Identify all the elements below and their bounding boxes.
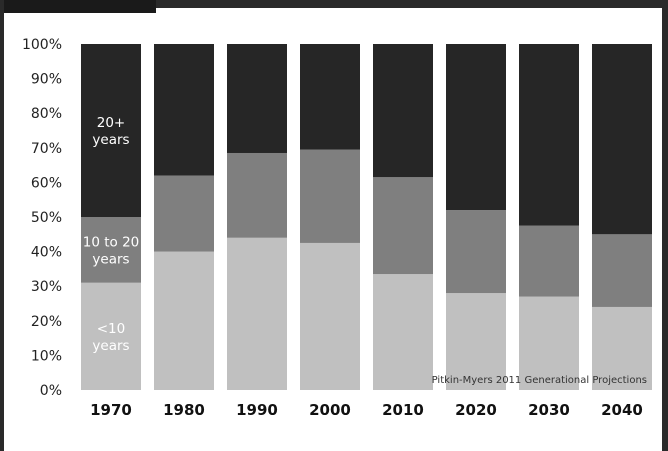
y-tick-label: 0% bbox=[40, 383, 62, 399]
x-tick-label: 1980 bbox=[163, 401, 205, 419]
bar-2030 bbox=[519, 44, 579, 390]
x-axis-labels: 1970 1980 1990 2000 2010 2020 2030 2040 bbox=[90, 401, 643, 419]
segment-label: <10 bbox=[97, 321, 126, 337]
x-tick-label: 1990 bbox=[236, 401, 278, 419]
bar-1970 bbox=[81, 44, 141, 390]
bar-segment-series-0 bbox=[446, 293, 506, 390]
segment-label: years bbox=[92, 132, 129, 148]
y-tick-label: 10% bbox=[31, 348, 62, 364]
segment-label: 20+ bbox=[97, 115, 126, 131]
bar-segment-series-2 bbox=[227, 44, 287, 153]
y-tick-label: 20% bbox=[31, 314, 62, 330]
y-tick-label: 90% bbox=[31, 72, 62, 88]
bar-segment-series-0 bbox=[592, 306, 652, 390]
x-tick-label: 2040 bbox=[601, 401, 643, 419]
bar-segment-series-2 bbox=[373, 44, 433, 178]
bar-segment-series-1 bbox=[592, 234, 652, 307]
bar-2000 bbox=[300, 44, 360, 390]
bar-segment-series-2 bbox=[592, 44, 652, 235]
bar-segment-series-0 bbox=[154, 251, 214, 390]
y-tick-label: 50% bbox=[31, 210, 62, 226]
bar-segment-series-0 bbox=[227, 237, 287, 390]
segment-label: years bbox=[92, 251, 129, 267]
x-tick-label: 1970 bbox=[90, 401, 132, 419]
bar-segment-series-0 bbox=[373, 274, 433, 390]
bar-2020 bbox=[446, 44, 506, 390]
frame-tab bbox=[0, 0, 156, 13]
y-tick-label: 30% bbox=[31, 279, 62, 295]
bar-segment-series-1 bbox=[519, 225, 579, 297]
x-tick-label: 2010 bbox=[382, 401, 424, 419]
bar-segment-series-2 bbox=[446, 44, 506, 211]
x-tick-label: 2030 bbox=[528, 401, 570, 419]
bar-1980 bbox=[154, 44, 214, 390]
bar-2010 bbox=[373, 44, 433, 390]
bar-1990 bbox=[227, 44, 287, 390]
bar-2040 bbox=[592, 44, 652, 390]
bar-segment-series-2 bbox=[519, 44, 579, 226]
frame-top-bar bbox=[0, 0, 668, 8]
bar-segment-series-1 bbox=[154, 175, 214, 252]
segment-label: 10 to 20 bbox=[83, 234, 140, 250]
frame-left-bar bbox=[0, 0, 4, 451]
bar-segment-series-1 bbox=[300, 149, 360, 243]
bar-segment-series-0 bbox=[519, 296, 579, 390]
y-tick-label: 80% bbox=[31, 106, 62, 122]
bar-segment-series-1 bbox=[227, 152, 287, 238]
frame-right-bar bbox=[662, 0, 668, 451]
segment-label: years bbox=[92, 338, 129, 354]
y-tick-label: 40% bbox=[31, 245, 62, 261]
bar-segment-series-2 bbox=[154, 44, 214, 176]
bar-segment-series-2 bbox=[300, 44, 360, 150]
source-annotation: Pitkin-Myers 2011 Generational Projectio… bbox=[432, 375, 647, 386]
x-tick-label: 2000 bbox=[309, 401, 351, 419]
bar-segment-series-0 bbox=[300, 242, 360, 390]
y-tick-label: 60% bbox=[31, 175, 62, 191]
bar-segment-series-1 bbox=[373, 177, 433, 275]
y-tick-label: 70% bbox=[31, 141, 62, 157]
y-axis-ticks: 0% 10% 20% 30% 40% 50% 60% 70% 80% 90% 100% bbox=[22, 37, 62, 399]
x-tick-label: 2020 bbox=[455, 401, 497, 419]
bar-segment-series-1 bbox=[446, 210, 506, 294]
bar-segment-series-0 bbox=[81, 282, 141, 390]
bar-segment-series-1 bbox=[81, 217, 141, 283]
bar-segment-series-2 bbox=[81, 44, 141, 217]
y-tick-label: 100% bbox=[22, 37, 62, 53]
